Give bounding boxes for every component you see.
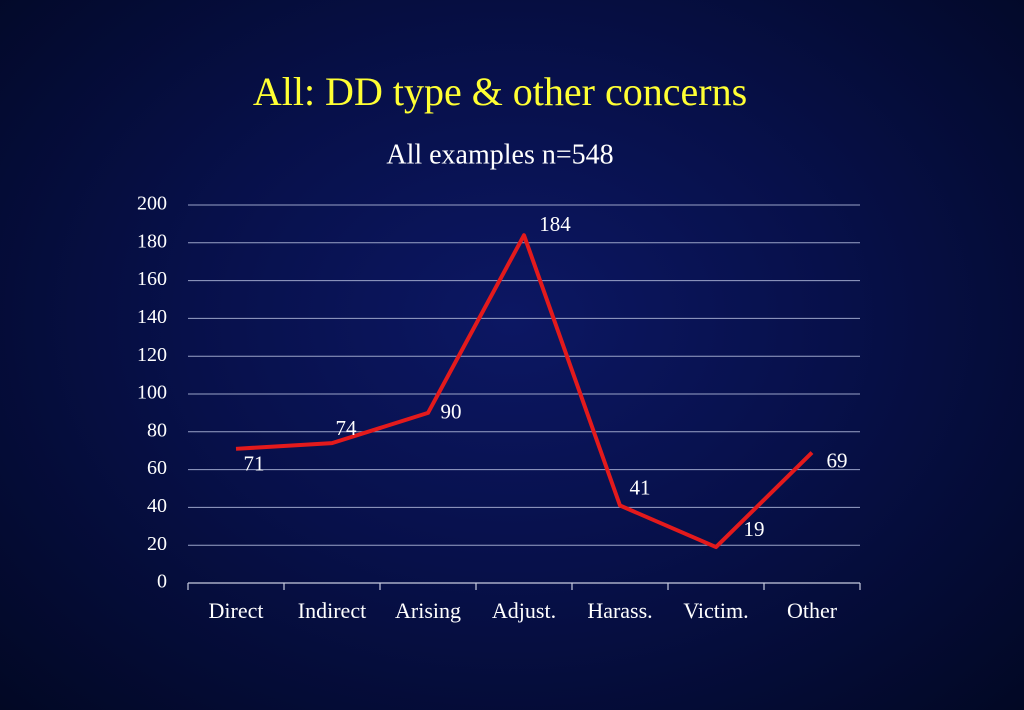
y-tick-label: 160 <box>137 268 167 290</box>
y-tick-label: 200 <box>137 193 167 215</box>
chart-subtitle: All examples n=548 <box>386 139 613 170</box>
y-tick-label: 0 <box>157 571 167 593</box>
line <box>235 233 814 550</box>
y-tick-label: 40 <box>147 495 167 517</box>
chart-title: All: DD type & other concerns <box>253 69 747 114</box>
data-label: 19 <box>744 517 765 541</box>
y-tick-label: 60 <box>147 457 167 479</box>
x-tick-label: Arising <box>395 598 461 623</box>
y-tick-label: 120 <box>137 344 167 366</box>
data-label: 71 <box>244 452 265 476</box>
data-label: 74 <box>336 416 358 440</box>
data-label: 69 <box>827 448 848 472</box>
x-tick-label: Direct <box>209 598 264 623</box>
data-label: 90 <box>441 400 462 424</box>
y-tick-label: 20 <box>147 533 167 555</box>
x-tick-label: Indirect <box>298 598 366 623</box>
x-tick-label: Other <box>787 598 838 623</box>
y-tick-label: 80 <box>147 419 167 441</box>
data-label: 41 <box>630 475 651 499</box>
x-tick-label: Adjust. <box>492 598 556 623</box>
x-tick-label: Harass. <box>587 598 652 623</box>
y-tick-label: 140 <box>137 306 167 328</box>
y-tick-label: 100 <box>137 382 167 404</box>
y-tick-label: 180 <box>137 230 167 252</box>
x-tick-label: Victim. <box>683 598 748 623</box>
data-label: 184 <box>539 212 571 236</box>
